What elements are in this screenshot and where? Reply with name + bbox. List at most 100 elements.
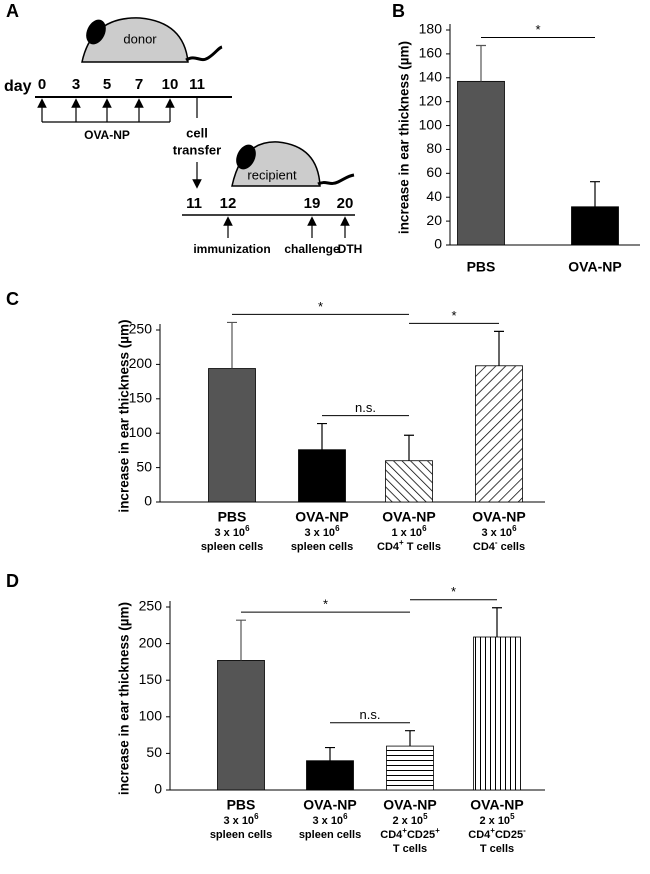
y-tick-label: 200 bbox=[139, 634, 163, 650]
category-detail: 3 x 106 bbox=[223, 812, 259, 827]
detail-text: 2 x 10 bbox=[392, 815, 423, 827]
detail-superscript: + bbox=[399, 538, 404, 547]
error-bar bbox=[492, 607, 502, 638]
error-bar bbox=[476, 44, 486, 82]
detail-superscript: 6 bbox=[512, 524, 517, 533]
mouse-head bbox=[236, 144, 256, 170]
significance-label: * bbox=[318, 299, 323, 314]
bar bbox=[298, 449, 346, 503]
mouse-head bbox=[86, 19, 106, 45]
detail-text: CD4 bbox=[468, 829, 491, 841]
x-tick-label: OVA-NP bbox=[472, 509, 525, 525]
detail-text: 2 x 10 bbox=[479, 815, 510, 827]
treatment-label: OVA-NP bbox=[84, 128, 130, 142]
y-tick-label: 0 bbox=[154, 781, 162, 797]
detail-superscript: 6 bbox=[422, 524, 427, 533]
panel-letter: D bbox=[6, 571, 19, 591]
y-tick-label: 50 bbox=[146, 744, 162, 760]
category-detail: CD4+CD25+ bbox=[380, 826, 440, 841]
category-detail: 3 x 106 bbox=[481, 524, 517, 539]
significance-label: * bbox=[323, 597, 328, 612]
detail-superscript: + bbox=[435, 826, 440, 835]
error-bar bbox=[325, 746, 335, 761]
error-bar bbox=[317, 422, 327, 450]
bar bbox=[473, 636, 521, 791]
bar bbox=[571, 206, 619, 246]
detail-superscript: - bbox=[495, 538, 498, 547]
y-tick-label: 150 bbox=[129, 390, 153, 406]
y-tick-label: 140 bbox=[419, 68, 443, 84]
transfer-label: transfer bbox=[173, 142, 221, 157]
detail-text: CD4 bbox=[380, 829, 403, 841]
day-number: 10 bbox=[162, 76, 179, 93]
day-number: 19 bbox=[304, 195, 321, 212]
x-tick-label: OVA-NP bbox=[568, 259, 621, 275]
event-label: challenge bbox=[284, 242, 340, 256]
detail-superscript: + bbox=[402, 826, 407, 835]
x-tick-label: OVA-NP bbox=[470, 797, 523, 813]
day-number: 7 bbox=[135, 76, 143, 93]
detail-superscript: 6 bbox=[335, 524, 340, 533]
day-number: 0 bbox=[38, 76, 46, 93]
error-bar bbox=[227, 321, 237, 369]
category-detail: spleen cells bbox=[210, 829, 272, 841]
mouse-tail bbox=[185, 45, 223, 62]
x-tick-label: OVA-NP bbox=[303, 797, 356, 813]
bar bbox=[306, 760, 354, 791]
category-detail: 2 x 105 bbox=[479, 812, 515, 827]
detail-text: CD25 bbox=[495, 829, 523, 841]
error-bar bbox=[236, 619, 246, 661]
category-detail: 3 x 106 bbox=[214, 524, 250, 539]
day-number: 5 bbox=[103, 76, 111, 93]
y-tick-label: 150 bbox=[139, 671, 163, 687]
y-tick-label: 40 bbox=[426, 188, 442, 204]
x-tick-label: OVA-NP bbox=[382, 509, 435, 525]
bar bbox=[386, 745, 434, 791]
category-detail: 3 x 106 bbox=[312, 812, 348, 827]
panel-letter: A bbox=[6, 1, 19, 21]
y-axis-label: increase in ear thickness (µm) bbox=[397, 41, 412, 234]
y-tick-label: 120 bbox=[419, 92, 443, 108]
category-detail: T cells bbox=[393, 843, 427, 855]
y-tick-label: 80 bbox=[426, 140, 442, 156]
day-number: 11 bbox=[189, 76, 205, 93]
bar bbox=[475, 365, 523, 503]
detail-text: spleen cells bbox=[201, 541, 263, 553]
detail-text: 3 x 10 bbox=[304, 527, 335, 539]
detail-text: 1 x 10 bbox=[391, 527, 422, 539]
category-detail: CD4+CD25- bbox=[468, 826, 526, 841]
detail-text: CD25 bbox=[407, 829, 435, 841]
detail-superscript: 6 bbox=[254, 812, 259, 821]
y-axis-label: increase in ear thickness (µm) bbox=[117, 319, 132, 512]
day-label: day bbox=[4, 78, 32, 95]
category-detail: CD4- cells bbox=[473, 538, 525, 553]
x-tick-label: OVA-NP bbox=[383, 797, 436, 813]
detail-text: spleen cells bbox=[291, 541, 353, 553]
y-tick-label: 100 bbox=[129, 424, 153, 440]
detail-text: T cells bbox=[480, 843, 514, 855]
panel-letter: C bbox=[6, 289, 19, 309]
bar bbox=[385, 460, 433, 503]
x-tick-label: PBS bbox=[467, 259, 496, 275]
x-tick-label: OVA-NP bbox=[295, 509, 348, 525]
category-detail: 3 x 106 bbox=[304, 524, 340, 539]
category-detail: spleen cells bbox=[291, 541, 353, 553]
detail-superscript: 6 bbox=[343, 812, 348, 821]
y-tick-label: 0 bbox=[434, 236, 442, 252]
significance-label: * bbox=[451, 308, 456, 323]
detail-text: 3 x 10 bbox=[312, 815, 343, 827]
detail-superscript: 5 bbox=[423, 812, 428, 821]
event-label: immunization bbox=[193, 242, 270, 256]
detail-text: 3 x 10 bbox=[223, 815, 254, 827]
category-detail: CD4+ T cells bbox=[377, 538, 441, 553]
day-number: 11 bbox=[186, 195, 202, 212]
detail-text: cells bbox=[498, 541, 526, 553]
detail-superscript: 5 bbox=[510, 812, 515, 821]
category-detail: 1 x 106 bbox=[391, 524, 427, 539]
y-tick-label: 0 bbox=[144, 493, 152, 509]
x-tick-label: PBS bbox=[218, 509, 247, 525]
detail-text: T cells bbox=[393, 843, 427, 855]
detail-superscript: - bbox=[523, 826, 526, 835]
y-tick-label: 20 bbox=[426, 212, 442, 228]
category-detail: T cells bbox=[480, 843, 514, 855]
